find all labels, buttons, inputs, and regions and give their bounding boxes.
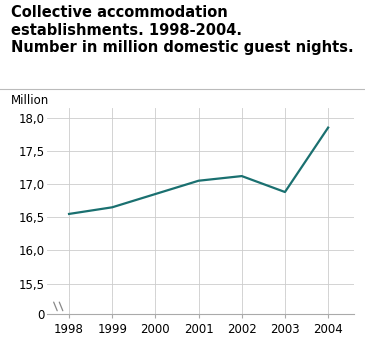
Text: Collective accommodation establishments. 1998-2004.
Number in million domestic g: Collective accommodation establishments.… (11, 5, 354, 55)
Text: Million: Million (11, 94, 49, 107)
